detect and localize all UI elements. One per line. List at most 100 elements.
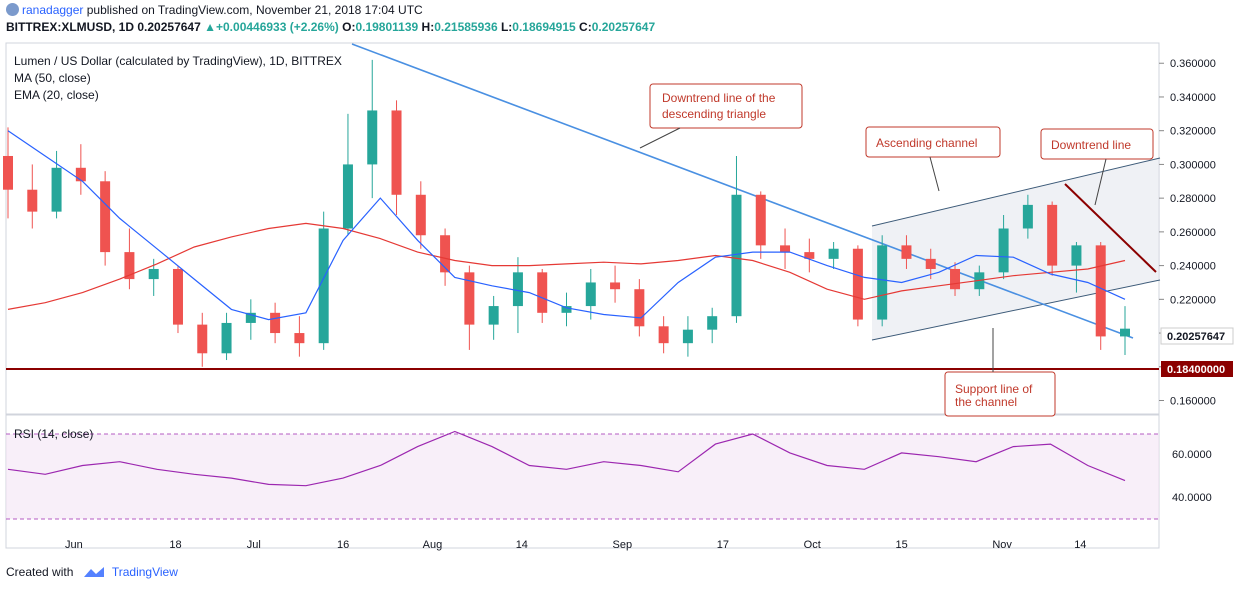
annotation-support-line1: Support line of	[955, 382, 1033, 396]
candle-body	[1071, 245, 1082, 266]
channel-lower-line	[871, 279, 1161, 341]
annotation-downtrend-text: Downtrend line	[1051, 138, 1131, 152]
chart-title: Lumen / US Dollar (calculated by Trading…	[14, 54, 342, 68]
x-tick-label: Sep	[613, 539, 633, 551]
rsi-axis: 60.0000 40.0000	[1172, 449, 1212, 504]
x-tick-label: Oct	[804, 539, 821, 551]
ma-legend: MA (50, close)	[14, 71, 91, 85]
candle-body	[75, 167, 86, 182]
candle-body	[27, 189, 38, 212]
candle-body	[415, 194, 426, 236]
candle-body	[950, 268, 961, 290]
support-price-tag-box	[1161, 361, 1233, 377]
annotation-channel-text: Ascending channel	[876, 136, 977, 150]
candle-body	[221, 322, 232, 354]
candle-body	[318, 228, 329, 344]
candle-body	[124, 252, 135, 280]
annotation-channel-pointer	[929, 156, 940, 192]
x-tick-label: Jul	[247, 539, 261, 551]
candle-body	[755, 194, 766, 246]
user-avatar	[6, 3, 19, 16]
candle-body	[100, 181, 111, 253]
candle-body	[488, 306, 499, 325]
last-price-tag: 0.20257647	[1167, 331, 1225, 343]
ema-legend: EMA (20, close)	[14, 88, 99, 102]
candle-body	[148, 268, 159, 280]
candle-body	[1022, 204, 1033, 229]
low-value: 0.18694915	[512, 20, 576, 34]
annotation-support-box	[944, 371, 1056, 417]
candle-body	[245, 312, 256, 323]
y-tick-label: 0.300000	[1170, 159, 1216, 171]
price-change: +0.00446933 (+2.26%)	[216, 20, 339, 34]
candle-body	[270, 312, 281, 334]
footer: Created with TradingView	[6, 565, 178, 579]
x-tick-label: 17	[717, 539, 729, 551]
candle-body	[585, 282, 596, 307]
up-arrow-icon: ▲	[204, 20, 216, 34]
rsi-line	[7, 430, 1126, 487]
candle-body	[707, 316, 718, 330]
open-value: 0.19801139	[355, 20, 419, 34]
recent-downtrend-line	[1064, 183, 1157, 273]
x-tick-label: Aug	[423, 539, 443, 551]
candle-body	[51, 167, 62, 212]
high-value: 0.21585936	[434, 20, 498, 34]
rsi-tick-60: 60.0000	[1172, 449, 1212, 461]
candle-body	[391, 110, 402, 195]
x-tick-label: 14	[516, 539, 528, 551]
candle-body	[3, 155, 13, 190]
published-text: published on TradingView.com, November 2…	[86, 3, 423, 17]
x-tick-label: 15	[895, 539, 907, 551]
author-link[interactable]: ranadagger	[22, 3, 84, 17]
candle-body	[925, 258, 936, 269]
close-value: 0.20257647	[591, 20, 656, 34]
candle-body	[537, 272, 548, 313]
candle-body	[440, 235, 451, 273]
candle-body	[1047, 204, 1058, 266]
rsi-legend: RSI (14, close)	[14, 427, 93, 441]
y-tick-label: 0.220000	[1170, 294, 1216, 306]
candle-body	[998, 228, 1009, 273]
x-tick-label: 18	[169, 539, 181, 551]
y-tick-label: 0.280000	[1170, 193, 1216, 205]
rsi-tick-40: 40.0000	[1172, 492, 1212, 504]
candle-body	[731, 194, 742, 317]
candle-body	[172, 268, 183, 325]
price-chart[interactable]: 0.360000 0.340000 0.320000 0.300000 0.280000…	[0, 38, 1240, 554]
y-tick-label: 0.360000	[1170, 58, 1216, 70]
low-label: L:	[500, 20, 513, 34]
candle-body	[342, 164, 353, 229]
open-label: O:	[342, 20, 356, 34]
annotation-downtrend-pointer	[1094, 158, 1107, 206]
annotation-downtrend-box	[1040, 128, 1154, 160]
candle-body	[1120, 328, 1130, 337]
x-tick-label: 14	[1074, 539, 1086, 551]
last-price: 0.20257647	[137, 20, 201, 34]
annotation-triangle-line1: Downtrend line of the	[662, 91, 776, 105]
created-with: Created with	[6, 565, 74, 579]
annotation-triangle-pointer	[639, 127, 681, 149]
x-tick-label: Nov	[992, 539, 1012, 551]
candle-body	[901, 245, 912, 259]
candle-body	[804, 252, 815, 259]
annotation-support-line2: the channel	[955, 395, 1017, 409]
tradingview-link[interactable]: TradingView	[111, 565, 178, 579]
annotation-channel-box	[865, 126, 1001, 158]
candle-body	[634, 289, 645, 327]
candle-body	[828, 248, 839, 259]
rsi-band	[6, 434, 1159, 519]
candlesticks	[3, 59, 1130, 367]
publish-line: ranadagger published on TradingView.com,…	[6, 3, 423, 17]
symbol-line: BITTREX:XLMUSD, 1D 0.20257647 ▲+0.004469…	[6, 20, 655, 34]
y-tick-label: 0.160000	[1170, 396, 1216, 408]
support-price-tag: 0.18400000	[1167, 364, 1225, 376]
close-label: C:	[579, 20, 592, 34]
channel-upper-line	[871, 157, 1161, 227]
candle-body	[367, 110, 378, 165]
ema-line	[7, 130, 1126, 321]
x-axis: Jun 18 Jul 16 Aug 14 Sep 17 Oct 15 Nov 14	[65, 539, 1086, 551]
candle-body	[464, 272, 475, 325]
candle-body	[852, 248, 863, 320]
y-tick-label: 0.320000	[1170, 126, 1216, 138]
